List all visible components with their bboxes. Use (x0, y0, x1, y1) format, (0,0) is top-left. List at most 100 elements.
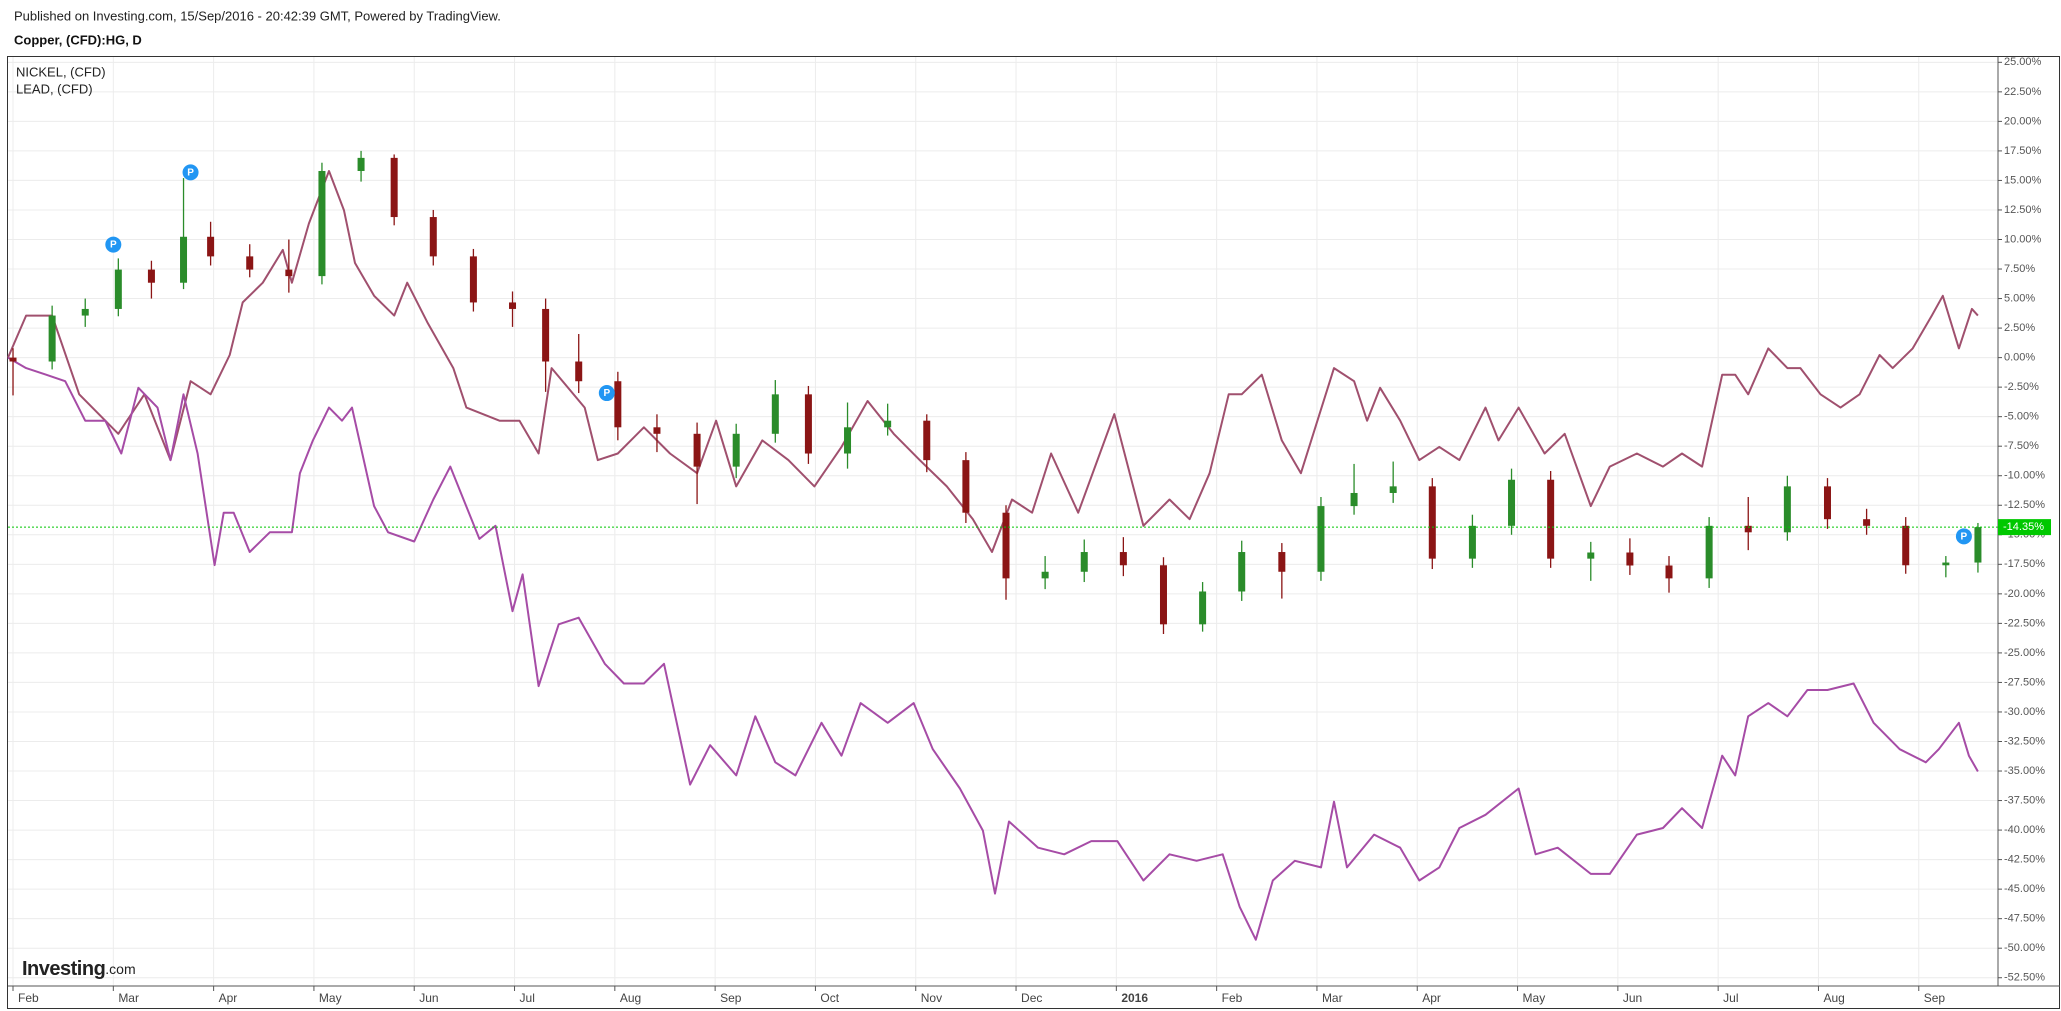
candle-body (1041, 571, 1049, 579)
candle-body (1974, 527, 1982, 563)
candle-body (246, 256, 254, 270)
candle-body (147, 269, 155, 283)
candle-body (732, 433, 740, 467)
y-tick-label: -42.50% (2004, 854, 2045, 866)
x-tick-label: Feb (1222, 991, 1243, 1005)
y-tick-label: 2.50% (2004, 322, 2035, 334)
candle-body (1002, 512, 1010, 579)
y-tick-label: 7.50% (2004, 263, 2035, 275)
y-tick-label: 10.00% (2004, 233, 2042, 245)
y-tick-label: -22.50% (2004, 617, 2045, 629)
candle-body (614, 381, 622, 428)
last-price-box (1998, 519, 2051, 536)
y-tick-label: 15.00% (2004, 174, 2042, 186)
candle-body (1665, 565, 1673, 579)
y-tick-label: -47.50% (2004, 913, 2045, 925)
y-tick-label: -50.00% (2004, 942, 2045, 954)
marker (598, 385, 615, 402)
marker-label: P (1961, 531, 1968, 542)
marker (1955, 528, 1972, 545)
candle-body (1468, 525, 1476, 559)
candle-body (1823, 486, 1831, 520)
published-note: Published on Investing.com, 15/Sep/2016 … (14, 8, 501, 23)
candle-body (509, 302, 517, 309)
x-tick-label: Mar (1322, 991, 1343, 1005)
candle-body (1080, 552, 1088, 572)
candle-body (1389, 486, 1397, 493)
candle-body (1508, 479, 1516, 526)
x-tick-label: Nov (921, 991, 942, 1005)
candle-body (318, 170, 326, 277)
axes: 25.00% 22.50% 20.00% 17.50% 15.00% 12.50% 10.0… (12, 56, 2051, 1005)
x-tick-label: 2016 (1121, 991, 1148, 1005)
candle-body (1626, 552, 1634, 566)
candle-body (693, 433, 701, 467)
logo: Investing.com (22, 958, 136, 980)
candle-body (771, 394, 779, 434)
candle-body (1350, 492, 1358, 507)
candle-body (1863, 519, 1871, 526)
marker-label: P (110, 240, 117, 251)
y-tick-label: 22.50% (2004, 86, 2042, 98)
y-tick-label: -32.50% (2004, 735, 2045, 747)
candle-body (357, 157, 365, 171)
y-tick-label: -17.50% (2004, 558, 2045, 570)
candle-body (1744, 525, 1752, 533)
candle-body (180, 236, 188, 283)
x-tick-label: Jun (419, 991, 438, 1005)
candle-body (1317, 506, 1325, 572)
y-tick-label: 25.00% (2004, 56, 2042, 68)
candle-body (9, 357, 17, 362)
y-tick-label: 17.50% (2004, 145, 2042, 157)
logo-suffix: .com (105, 961, 135, 977)
y-tick-label: -37.50% (2004, 794, 2045, 806)
candle-body (844, 427, 852, 454)
y-tick-label: -35.00% (2004, 765, 2045, 777)
candle-body (575, 361, 583, 382)
legend-entry: NICKEL, (CFD) (16, 64, 106, 79)
y-tick-label: -2.50% (2004, 381, 2039, 393)
y-tick-label: -27.50% (2004, 676, 2045, 688)
grid (8, 57, 1998, 986)
x-tick-label: Jul (520, 991, 535, 1005)
candle-body (390, 157, 398, 218)
marker (105, 236, 122, 253)
candle-body (923, 420, 931, 461)
series-line (7, 356, 1979, 941)
candle-body (1705, 525, 1713, 579)
y-tick-label: -5.00% (2004, 411, 2039, 423)
candle-body (429, 217, 437, 257)
candle-body (1942, 562, 1950, 566)
candle-body (653, 427, 661, 434)
candle-body (1278, 552, 1286, 572)
y-tick-label: 12.50% (2004, 204, 2042, 216)
x-tick-label: Sep (720, 991, 742, 1005)
y-tick-label: -12.50% (2004, 499, 2045, 511)
logo-name: Investing (22, 958, 105, 980)
x-tick-label: May (319, 991, 342, 1005)
x-tick-label: Oct (820, 991, 839, 1005)
x-tick-label: Sep (1924, 991, 1946, 1005)
x-tick-label: Apr (219, 991, 238, 1005)
x-tick-label: Aug (620, 991, 641, 1005)
x-tick-label: May (1523, 991, 1546, 1005)
candle-body (1587, 552, 1595, 559)
candle-body (1428, 486, 1436, 559)
candle-body (207, 236, 215, 257)
x-tick-label: Aug (1823, 991, 1844, 1005)
marker-label: P (603, 388, 610, 399)
x-tick-label: Mar (118, 991, 139, 1005)
y-tick-label: -45.00% (2004, 883, 2045, 895)
last-price-label: -14.35% (2003, 521, 2044, 533)
y-tick-label: 0.00% (2004, 352, 2035, 364)
candle-body (285, 269, 293, 277)
y-tick-label: -40.00% (2004, 824, 2045, 836)
candle-body (542, 308, 550, 362)
candle-body (1119, 552, 1127, 566)
y-tick-label: -25.00% (2004, 647, 2045, 659)
x-tick-label: Apr (1422, 991, 1441, 1005)
frame (7, 56, 2060, 1009)
candle-body (1199, 591, 1207, 625)
plot: P P P P (7, 150, 1998, 941)
